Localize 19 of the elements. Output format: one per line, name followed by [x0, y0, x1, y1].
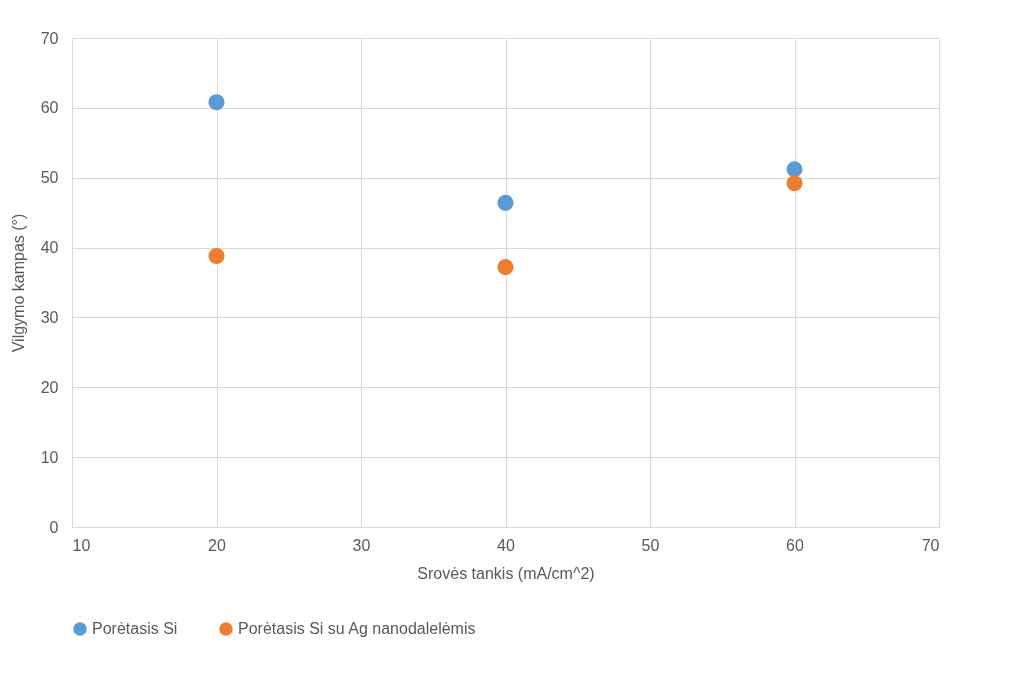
x-tick-label: 20: [208, 536, 226, 554]
x-tick-label: 30: [352, 536, 371, 554]
y-tick-label: 0: [49, 518, 59, 536]
x-tick-label: 10: [72, 536, 91, 554]
x-tick-label: 40: [497, 536, 515, 554]
x-tick-label: 70: [921, 536, 940, 554]
y-tick-label: 10: [40, 448, 59, 466]
y-tick-label: 40: [40, 239, 59, 257]
x-axis-title: Srovės tankis (mA/cm^2): [417, 564, 595, 582]
y-tick-label: 20: [40, 378, 59, 396]
y-tick-label: 60: [40, 99, 59, 117]
y-axis-title: Vilgymo kampas (°): [9, 213, 27, 353]
legend-label: Porėtasis Si su Ag nanodalelėmis: [238, 620, 476, 637]
x-tick-label: 50: [641, 536, 660, 554]
legend-label: Porėtasis Si: [92, 620, 178, 637]
y-tick-label: 70: [40, 29, 59, 47]
y-tick-label: 50: [40, 169, 59, 187]
y-tick-label: 30: [40, 308, 59, 326]
x-tick-label: 60: [786, 536, 804, 554]
